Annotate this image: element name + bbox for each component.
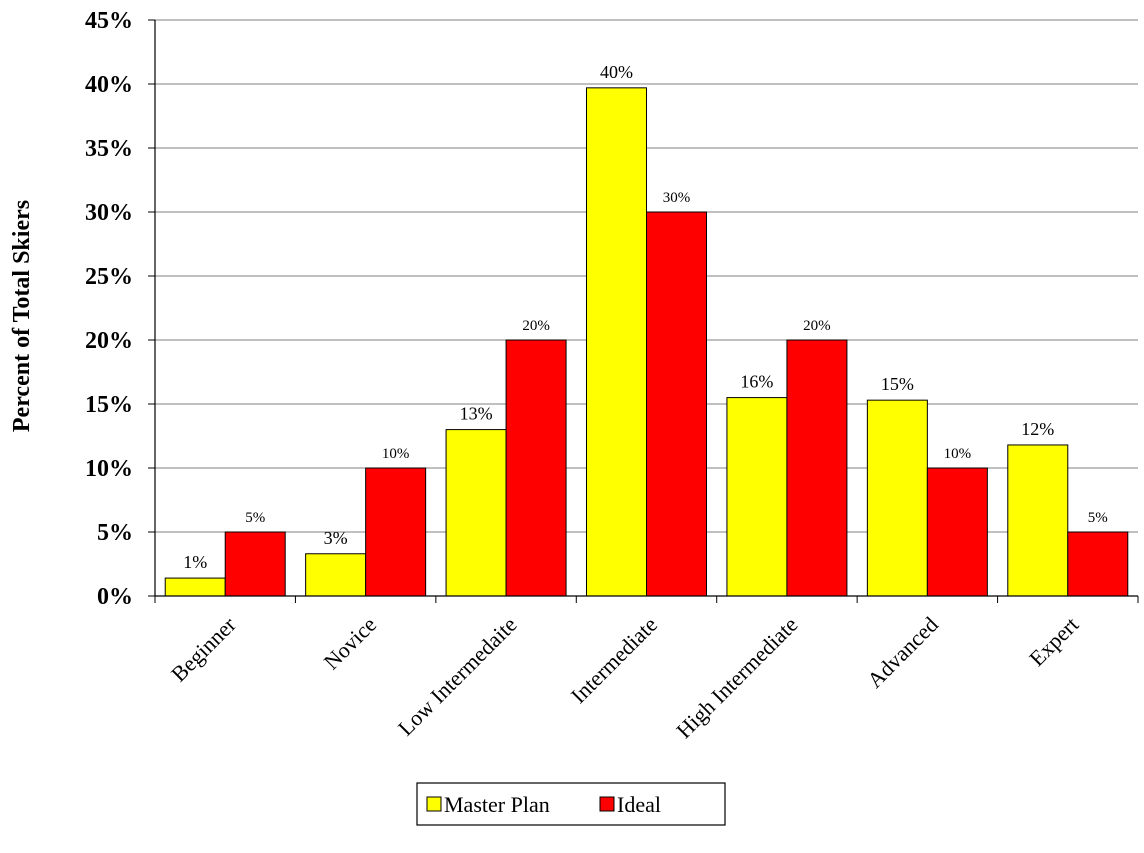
data-label: 10% — [944, 446, 972, 462]
bar-ideal — [365, 467, 427, 597]
data-label: 5% — [1088, 510, 1108, 526]
data-label: 5% — [245, 510, 265, 526]
legend-swatch — [426, 796, 442, 812]
data-label: 3% — [324, 528, 348, 548]
bar-ideal — [505, 339, 567, 597]
y-tick-label: 15% — [85, 392, 133, 418]
x-tick-label: High Intermediate — [671, 612, 802, 743]
legend-label: Master Plan — [444, 792, 550, 817]
data-label: 16% — [740, 372, 773, 392]
x-tick-label: Expert — [1024, 612, 1083, 671]
bar-ideal — [1067, 531, 1129, 597]
bar-master-plan — [164, 577, 226, 597]
y-tick-label: 40% — [85, 72, 133, 98]
bar-master-plan — [1007, 444, 1069, 597]
y-tick-label: 45% — [85, 8, 133, 34]
data-label: 20% — [522, 318, 550, 334]
bar-master-plan — [866, 399, 928, 597]
y-tick-label: 5% — [97, 520, 133, 546]
y-tick-labels: 0% 5% 10% 15% 20% 25% 30% 35% 40% 45% — [85, 8, 133, 610]
data-label: 30% — [663, 190, 691, 206]
data-label: 20% — [803, 318, 831, 334]
bar-master-plan — [726, 397, 788, 597]
bar-ideal — [786, 339, 848, 597]
axes — [148, 19, 1139, 603]
data-labels: 1% 5% 3% 10% 13% 20% 40% 30% 16% 20% 15% 10% 12% 5% — [183, 62, 1108, 572]
data-label: 12% — [1021, 419, 1054, 439]
y-tick-label: 30% — [85, 200, 133, 226]
y-tick-label: 35% — [85, 136, 133, 162]
x-tick-label: Advanced — [862, 612, 943, 693]
bar-ideal — [926, 467, 988, 597]
y-tick-label: 10% — [85, 456, 133, 482]
bar-master-plan — [445, 429, 507, 597]
bar-ideal — [224, 531, 286, 597]
bar-ideal — [646, 211, 707, 597]
data-label: 15% — [881, 374, 914, 394]
legend: Master Plan Ideal — [416, 782, 726, 826]
data-label: 1% — [183, 552, 207, 572]
y-tick-label: 0% — [97, 584, 133, 610]
data-label: 10% — [382, 446, 410, 462]
data-label: 40% — [600, 62, 633, 82]
y-axis-label: Percent of Total Skiers — [9, 200, 35, 432]
x-tick-label: Low Intermedaite — [393, 612, 522, 741]
y-tick-label: 25% — [85, 264, 133, 290]
bars — [164, 87, 1129, 597]
data-label: 13% — [460, 404, 493, 424]
legend-box — [416, 782, 726, 826]
x-tick-label: Beginner — [166, 611, 241, 686]
x-tick-label: Novice — [319, 612, 382, 675]
x-tick-labels: Beginner Novice Low Intermedaite Intermedia… — [166, 611, 1083, 743]
bar-master-plan — [586, 87, 647, 597]
legend-swatch — [599, 796, 615, 812]
bar-master-plan — [305, 553, 367, 597]
y-tick-label: 20% — [85, 328, 133, 354]
legend-label: Ideal — [617, 792, 661, 817]
x-tick-label: Intermediate — [566, 612, 662, 708]
